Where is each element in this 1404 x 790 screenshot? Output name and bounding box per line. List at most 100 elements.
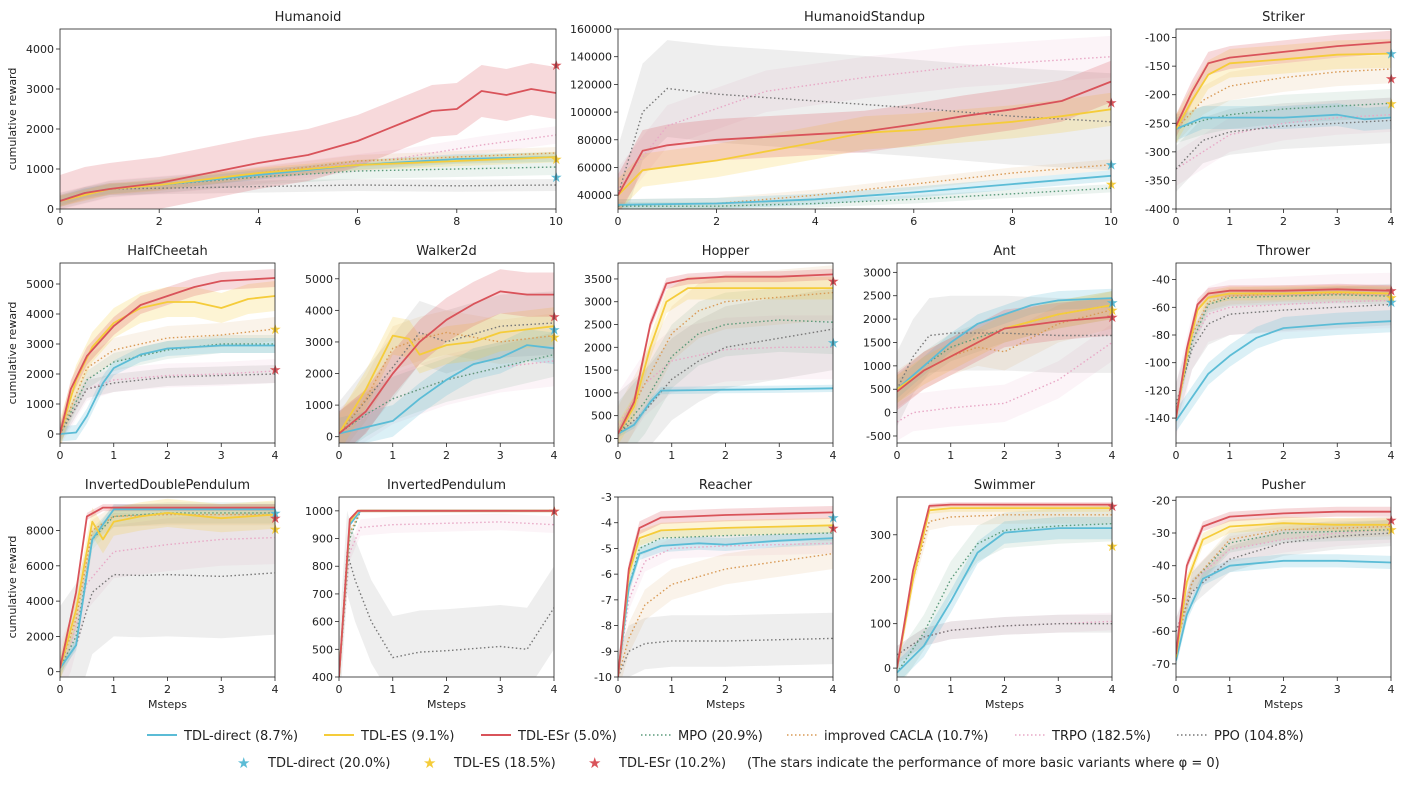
x-tick-label: 2 [443, 449, 450, 462]
x-tick-label: 3 [218, 449, 225, 462]
x-tick-label: 4 [1388, 683, 1395, 696]
legend-note: (The stars indicate the performance of m… [747, 756, 1220, 771]
legend-star-tdl-esr: ★ TDL-ESr (10.2%) [588, 754, 726, 772]
line-ppo [618, 87, 1111, 196]
axes-frame [617, 28, 1112, 210]
x-tick-label: 0 [615, 683, 622, 696]
y-tick-label: 2000 [26, 630, 54, 643]
line-tdl_esr [60, 277, 275, 435]
band-tdl_es [60, 151, 556, 207]
y-tick-label: 160000 [570, 23, 612, 36]
band-tdl_es [618, 517, 833, 677]
y-tick-label: 1500 [863, 336, 891, 349]
x-tick-label: 4 [272, 449, 279, 462]
panel-humanoid: Humanoid★★★0 2 4 6 8 1001000200030004000cumul… [6, 10, 563, 228]
band-tdl_direct [618, 384, 833, 438]
y-tick-label: 3000 [26, 83, 54, 96]
y-tick-label: -10 [594, 671, 612, 684]
y-tick-label: 4000 [26, 595, 54, 608]
x-tick-label: 1 [1226, 683, 1233, 696]
line-mpo [60, 512, 275, 669]
x-tick-label: 2 [722, 449, 729, 462]
band-trpo [60, 126, 556, 209]
y-tick-label: 120000 [570, 78, 612, 91]
line-tdl_esr [60, 506, 275, 669]
x-tick-label: 4 [255, 215, 262, 228]
line-tdl_es [339, 325, 554, 434]
y-tick-label: -350 [1145, 174, 1170, 187]
legend-star-marker-tdl-direct: ★ [237, 754, 250, 772]
line-tdl_es [1176, 52, 1391, 130]
line-trpo [339, 521, 554, 677]
y-axis-label: cumulative reward [6, 536, 19, 639]
line-tdl_es [1176, 291, 1391, 419]
x-tick-label: 1 [389, 683, 396, 696]
y-tick-label: -140 [1145, 412, 1170, 425]
band-mpo [60, 502, 275, 677]
y-tick-label: 0 [884, 407, 891, 420]
y-tick-label: 0 [326, 431, 333, 444]
line-cacla [1176, 292, 1391, 412]
y-tick-label: 2000 [26, 368, 54, 381]
x-tick-label: 2 [164, 683, 171, 696]
band-tdl_es [1176, 285, 1391, 425]
x-tick-label: 4 [272, 683, 279, 696]
series-group [339, 269, 554, 443]
line-tdl_esr [618, 511, 833, 677]
y-tick-label: -3 [601, 491, 612, 504]
legend-star-label-tdl-direct: TDL-direct (20.0%) [267, 756, 390, 771]
x-tick-label: 2 [1280, 683, 1287, 696]
band-ppo [339, 291, 554, 443]
x-tick-label: 1 [947, 449, 954, 462]
line-cacla [1176, 68, 1391, 130]
band-tdl_es [618, 92, 1111, 209]
legend-star-tdl-es: ★ TDL-ES (18.5%) [423, 754, 556, 772]
y-tick-label: 1000 [305, 505, 333, 518]
y-tick-label: 8000 [26, 525, 54, 538]
y-tick-label: 2500 [863, 290, 891, 303]
legend-item-tdl-direct: TDL-direct (8.7%) [147, 729, 298, 744]
x-tick-label: 0 [1173, 449, 1180, 462]
y-tick-label: 900 [312, 533, 333, 546]
y-tick-label: 40000 [577, 189, 612, 202]
panel-title: InvertedPendulum [387, 478, 506, 493]
x-tick-label: 4 [1109, 683, 1116, 696]
panel-striker: Striker★★★0 1 2 3 4-400-350-300-250-200-150-… [1145, 10, 1398, 228]
series-group [1176, 272, 1391, 439]
line-tdl_direct [60, 344, 275, 435]
y-tick-label: 0 [47, 203, 54, 216]
x-tick-label: 1 [389, 449, 396, 462]
x-tick-label: 3 [218, 683, 225, 696]
band-tdl_esr [60, 269, 275, 443]
x-axis-label: Msteps [706, 698, 745, 711]
x-tick-label: 6 [910, 215, 917, 228]
x-tick-label: 1 [110, 449, 117, 462]
band-cacla [339, 310, 554, 443]
band-cacla [60, 504, 275, 677]
y-tick-label: 600 [312, 616, 333, 629]
y-tick-label: 100000 [570, 106, 612, 119]
y-tick-label: 2000 [26, 123, 54, 136]
band-ppo [60, 511, 275, 677]
x-tick-label: 3 [1334, 215, 1341, 228]
series-group [60, 498, 275, 677]
band-ppo [897, 614, 1112, 664]
line-tdl_direct [897, 297, 1112, 390]
x-tick-label: 8 [1009, 215, 1016, 228]
x-tick-label: 0 [894, 683, 901, 696]
y-tick-label: 500 [870, 383, 891, 396]
y-tick-label: 2000 [863, 313, 891, 326]
y-tick-label: 100 [870, 618, 891, 631]
band-mpo [618, 288, 833, 443]
series-group [60, 63, 556, 209]
band-trpo [897, 612, 1112, 664]
line-tdl_direct [60, 508, 275, 669]
x-tick-label: 10 [549, 215, 563, 228]
x-tick-label: 1 [668, 449, 675, 462]
band-tdl_es [1176, 39, 1391, 144]
panel-title: InvertedDoublePendulum [85, 478, 250, 493]
y-tick-label: 2500 [584, 319, 612, 332]
